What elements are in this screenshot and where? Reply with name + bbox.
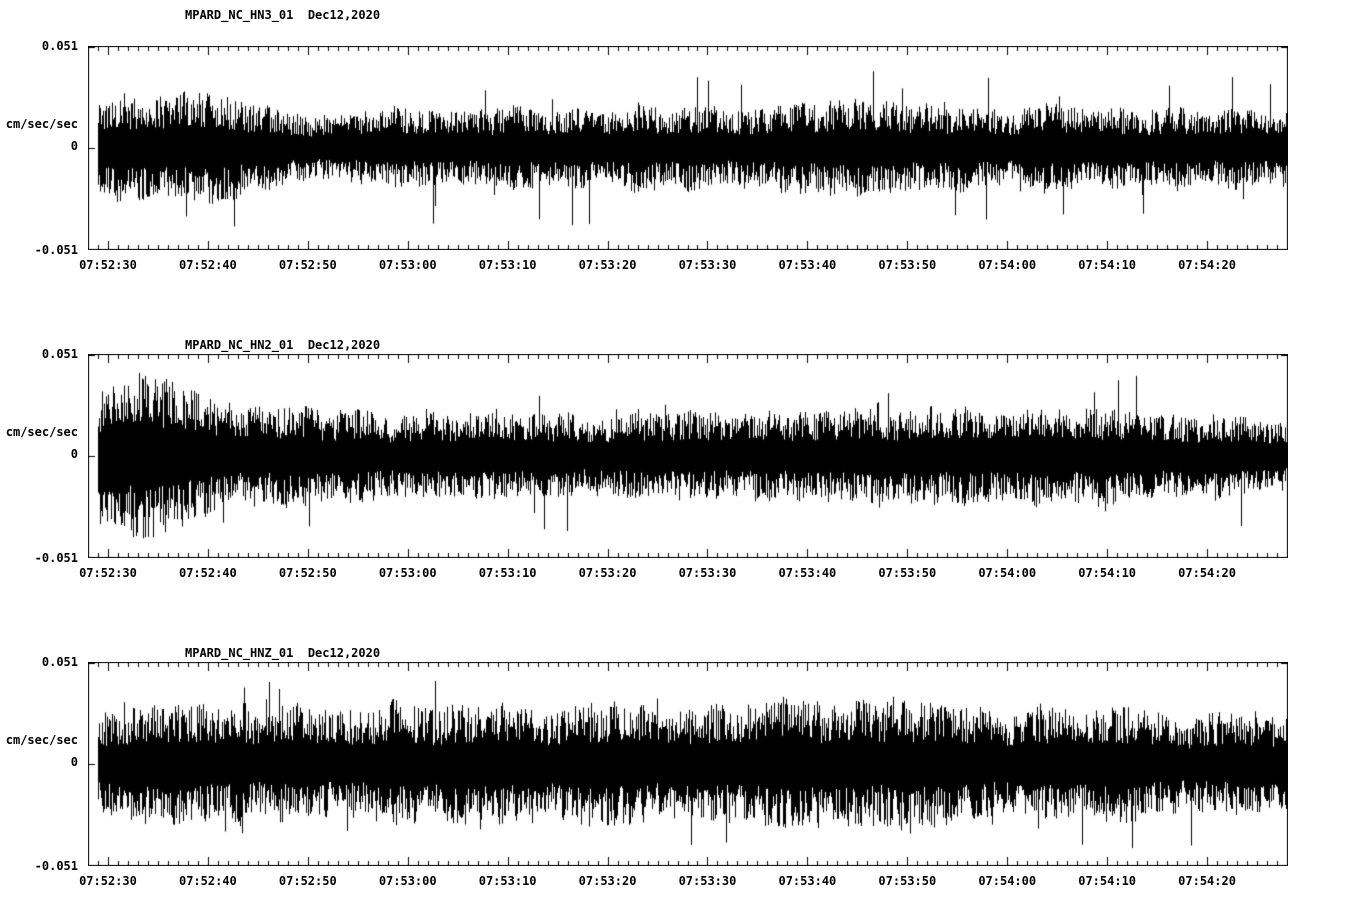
y-tick-label-min: -0.051 bbox=[34, 243, 78, 257]
x-tick-label: 07:53:20 bbox=[578, 258, 637, 272]
x-axis-labels: 07:52:30 07:52:40 07:52:50 07:53:00 07:53:10… bbox=[0, 258, 1358, 274]
x-tick-label: 07:53:20 bbox=[578, 874, 637, 888]
x-tick-label: 07:53:10 bbox=[478, 566, 537, 580]
x-tick-label: 07:53:50 bbox=[878, 258, 937, 272]
y-axis-unit-label: cm/sec/sec bbox=[5, 425, 78, 439]
x-tick-label: 07:52:50 bbox=[278, 258, 337, 272]
waveform-canvas bbox=[88, 662, 1288, 866]
x-tick-label: 07:52:40 bbox=[178, 874, 237, 888]
x-tick-label: 07:53:30 bbox=[678, 258, 737, 272]
x-tick-label: 07:54:00 bbox=[978, 258, 1037, 272]
seismogram-panel-hn2: MPARD_NC_HN2_01 Dec12,2020 0.051 cm/sec/… bbox=[0, 308, 1358, 616]
x-axis-labels: 07:52:30 07:52:40 07:52:50 07:53:00 07:53:10… bbox=[0, 874, 1358, 890]
x-tick-label: 07:53:30 bbox=[678, 874, 737, 888]
x-tick-label: 07:54:10 bbox=[1078, 566, 1137, 580]
y-tick-label-zero: 0 bbox=[70, 755, 78, 769]
x-tick-label: 07:53:10 bbox=[478, 874, 537, 888]
waveform-canvas bbox=[88, 354, 1288, 558]
y-axis-unit-label: cm/sec/sec bbox=[5, 733, 78, 747]
y-tick-label-min: -0.051 bbox=[34, 551, 78, 565]
plot-area bbox=[88, 662, 1288, 866]
y-tick-label-zero: 0 bbox=[70, 447, 78, 461]
seismogram-panel-hnz: MPARD_NC_HNZ_01 Dec12,2020 0.051 cm/sec/… bbox=[0, 616, 1358, 924]
seismogram-panel-hn3: MPARD_NC_HN3_01 Dec12,2020 0.051 cm/sec/… bbox=[0, 0, 1358, 308]
x-tick-label: 07:54:20 bbox=[1178, 566, 1236, 580]
y-tick-label-max: 0.051 bbox=[41, 347, 78, 361]
x-tick-label: 07:52:30 bbox=[79, 566, 137, 580]
panel-title: MPARD_NC_HN2_01 Dec12,2020 bbox=[185, 338, 381, 352]
x-tick-label: 07:53:40 bbox=[778, 874, 837, 888]
x-tick-label: 07:53:40 bbox=[778, 566, 837, 580]
y-tick-label-min: -0.051 bbox=[34, 859, 78, 873]
x-tick-label: 07:54:10 bbox=[1078, 258, 1137, 272]
x-tick-label: 07:53:50 bbox=[878, 874, 937, 888]
x-tick-label: 07:52:40 bbox=[178, 258, 237, 272]
x-tick-label: 07:52:40 bbox=[178, 566, 237, 580]
x-tick-label: 07:53:10 bbox=[478, 258, 537, 272]
x-tick-label: 07:52:30 bbox=[79, 874, 137, 888]
waveform-canvas bbox=[88, 46, 1288, 250]
panel-title: MPARD_NC_HNZ_01 Dec12,2020 bbox=[185, 646, 381, 660]
x-axis-labels: 07:52:30 07:52:40 07:52:50 07:53:00 07:53:10… bbox=[0, 566, 1358, 582]
y-tick-label-zero: 0 bbox=[70, 139, 78, 153]
y-tick-label-max: 0.051 bbox=[41, 39, 78, 53]
x-tick-label: 07:53:40 bbox=[778, 258, 837, 272]
x-tick-label: 07:53:00 bbox=[378, 874, 437, 888]
x-tick-label: 07:52:50 bbox=[278, 566, 337, 580]
x-tick-label: 07:54:00 bbox=[978, 874, 1037, 888]
x-tick-label: 07:53:00 bbox=[378, 566, 437, 580]
x-tick-label: 07:53:50 bbox=[878, 566, 937, 580]
x-tick-label: 07:53:30 bbox=[678, 566, 737, 580]
x-tick-label: 07:52:30 bbox=[79, 258, 137, 272]
plot-area bbox=[88, 354, 1288, 558]
x-tick-label: 07:54:10 bbox=[1078, 874, 1137, 888]
x-tick-label: 07:54:00 bbox=[978, 566, 1037, 580]
plot-area bbox=[88, 46, 1288, 250]
y-tick-label-max: 0.051 bbox=[41, 655, 78, 669]
x-tick-label: 07:54:20 bbox=[1178, 258, 1236, 272]
x-tick-label: 07:52:50 bbox=[278, 874, 337, 888]
x-tick-label: 07:54:20 bbox=[1178, 874, 1236, 888]
y-axis-unit-label: cm/sec/sec bbox=[5, 117, 78, 131]
x-tick-label: 07:53:00 bbox=[378, 258, 437, 272]
panel-title: MPARD_NC_HN3_01 Dec12,2020 bbox=[185, 8, 381, 22]
x-tick-label: 07:53:20 bbox=[578, 566, 637, 580]
